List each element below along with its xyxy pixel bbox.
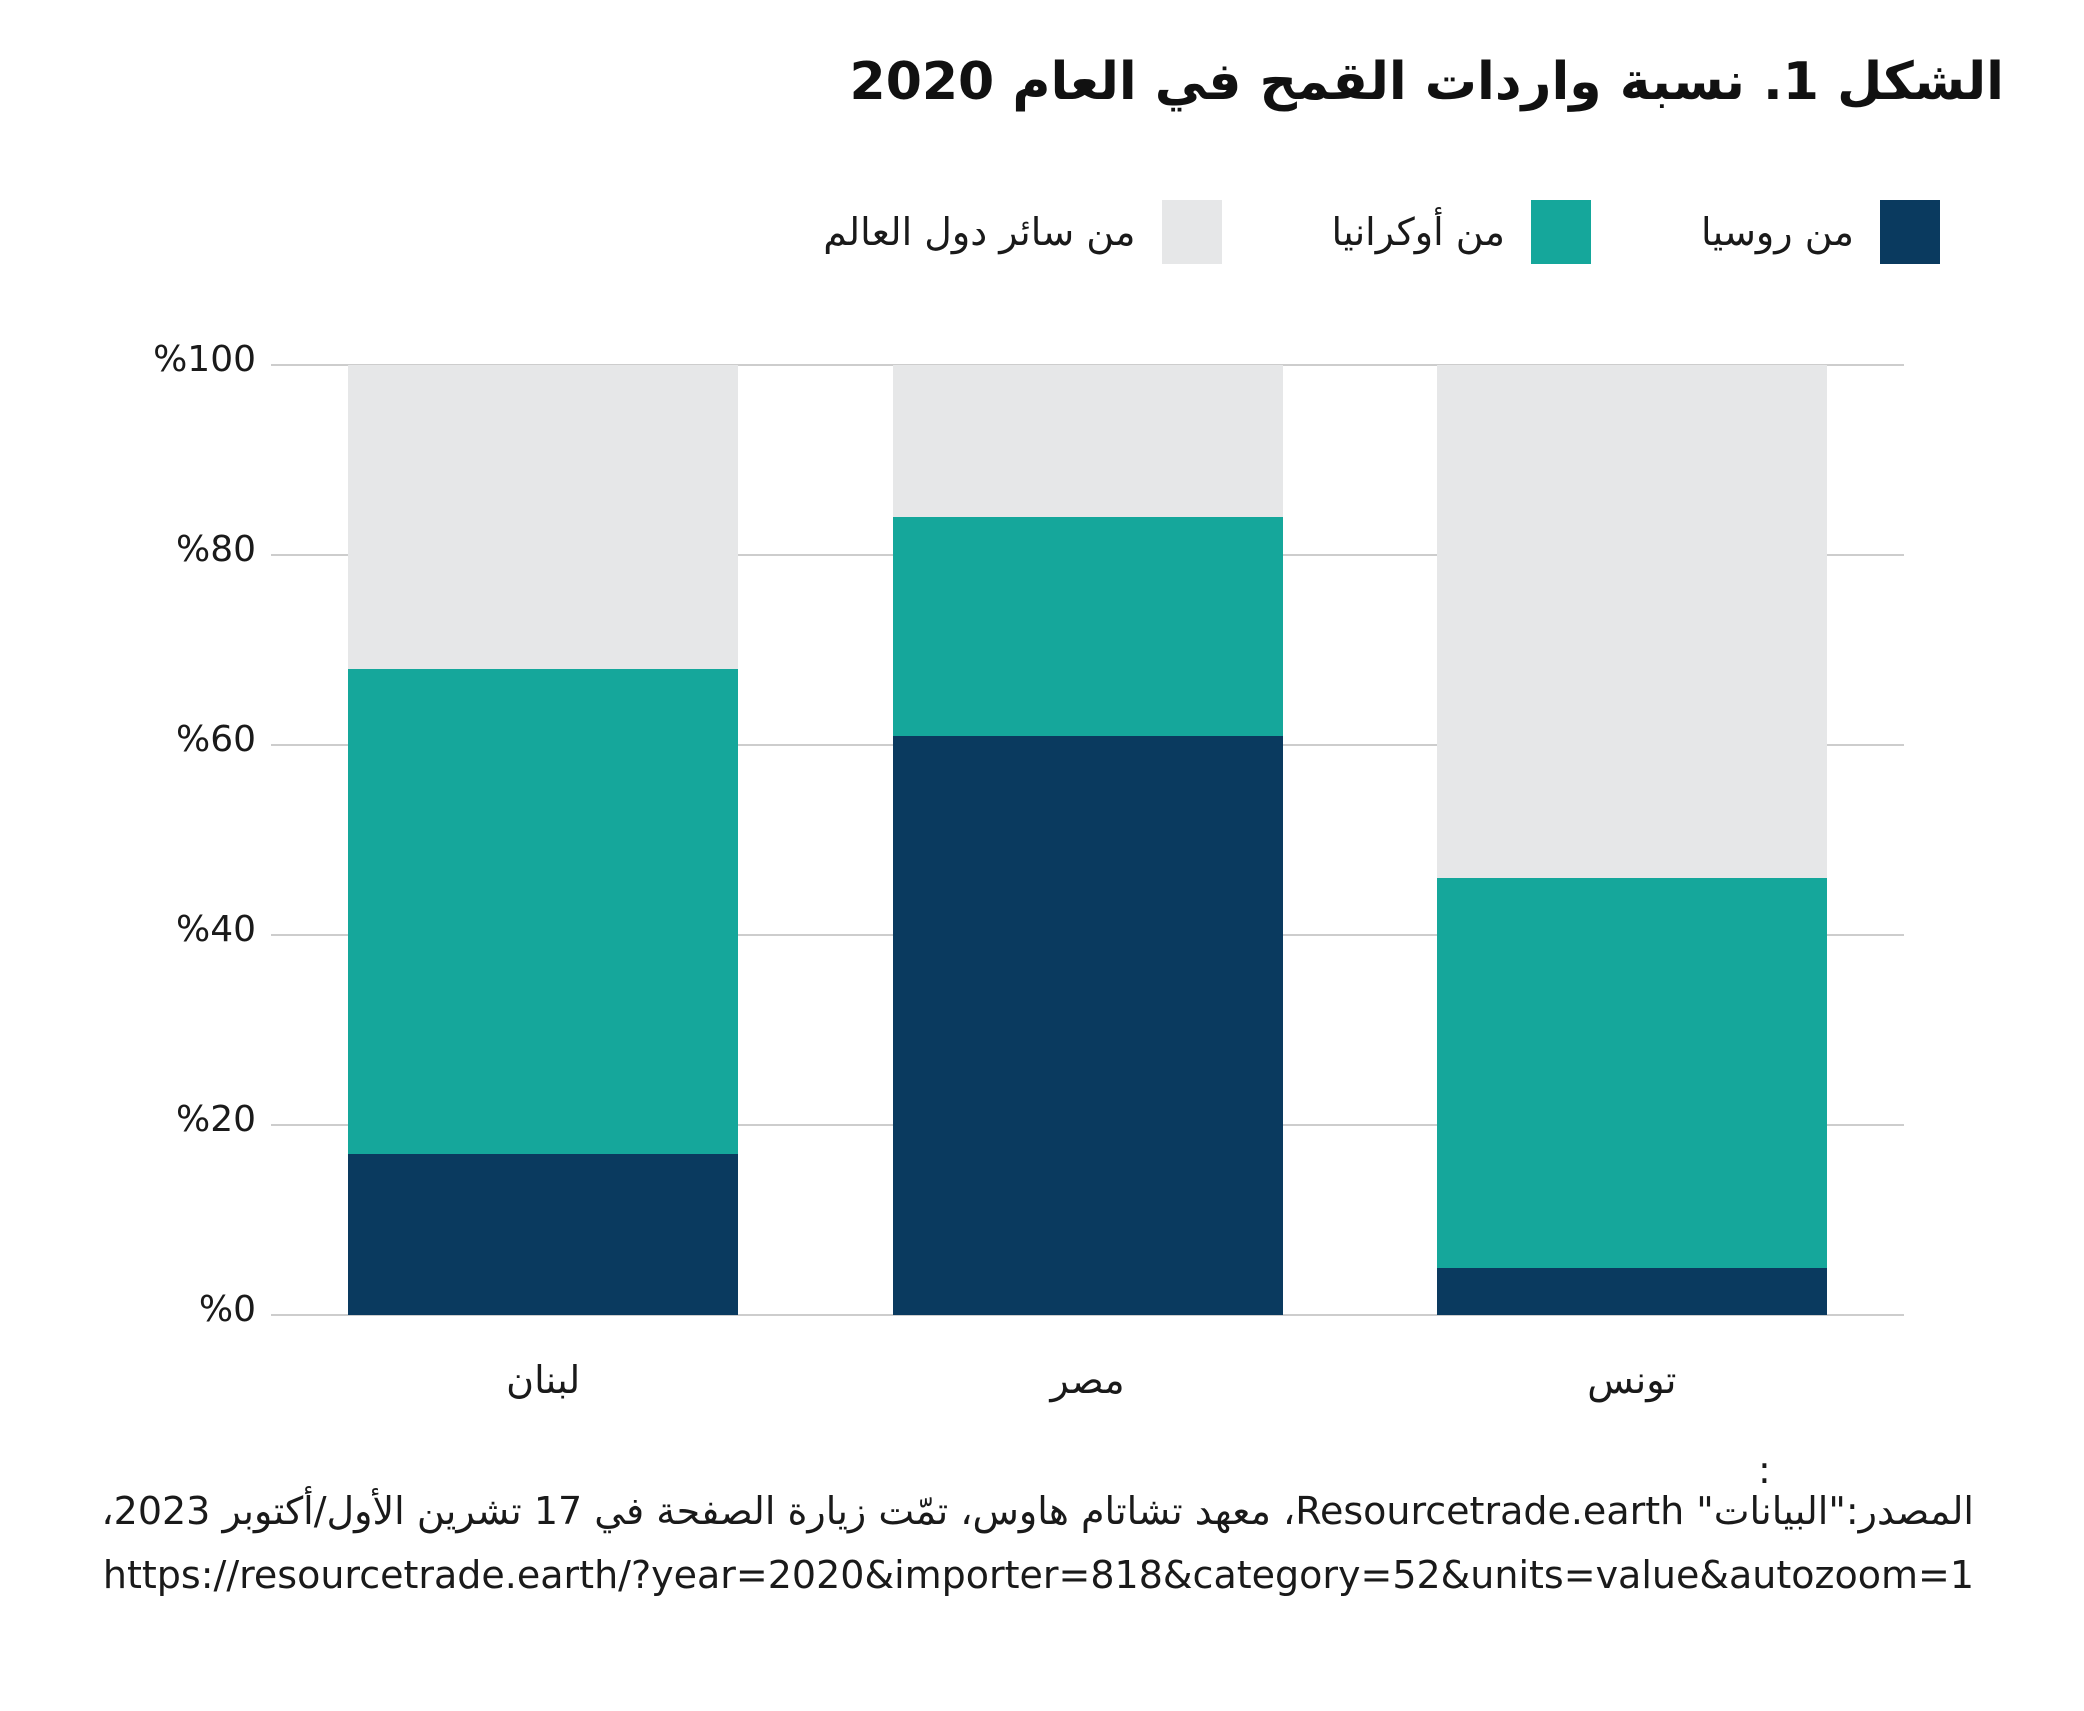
y-axis-tick-label: %40 <box>175 909 256 950</box>
bar-segment <box>892 365 1283 517</box>
x-axis-category-label: تونس <box>1587 1358 1677 1402</box>
legend-item-russia: من روسيا <box>1701 200 1940 264</box>
bar-segment <box>892 735 1283 1315</box>
legend-label-ukraine: من أوكرانيا <box>1331 210 1506 254</box>
legend-swatch-rest-of-world <box>1161 200 1222 264</box>
legend-swatch-russia <box>1880 200 1940 264</box>
gridline-0 <box>271 1314 1904 1316</box>
legend-swatch-ukraine <box>1531 200 1592 264</box>
y-axis-tick-label: %80 <box>175 529 256 570</box>
bar-segment <box>1436 1267 1827 1315</box>
y-axis-tick-label: %100 <box>153 339 256 380</box>
bar-segment <box>1436 365 1827 878</box>
source-url-text: https://resourcetrade.earth/?year=2020&i… <box>102 1552 1974 1597</box>
bar-segment <box>348 365 739 669</box>
source-note: المصدر:"البيانات" Resourcetrade.earth، م… <box>101 1488 1974 1600</box>
plot-area <box>271 364 1904 1316</box>
y-axis-tick-label: %0 <box>198 1289 256 1330</box>
source-url: https://resourcetrade.earth/?year=2020&i… <box>103 1552 1974 1600</box>
legend-item-rest-of-world: من سائر دول العالم <box>823 200 1222 264</box>
bar-3 <box>1436 365 1827 1315</box>
source-text: المصدر:"البيانات" Resourcetrade.earth، م… <box>101 1489 1974 1533</box>
legend-item-ukraine: من أوكرانيا <box>1332 200 1592 264</box>
bar-segment <box>892 517 1283 736</box>
bar-1 <box>348 365 739 1315</box>
x-axis-category-label: لبنان <box>506 1358 581 1402</box>
legend-label-russia: من روسيا <box>1701 210 1854 254</box>
legend-label-rest-of-world: من سائر دول العالم <box>823 210 1136 254</box>
bar-segment <box>1436 878 1827 1268</box>
bar-2 <box>892 365 1283 1315</box>
bar-segment <box>348 669 739 1154</box>
chart-legend: من روسيا من أوكرانيا من سائر دول العالم <box>823 200 1940 264</box>
footnote-colon: : <box>1758 1448 1771 1492</box>
y-axis-tick-label: %60 <box>175 719 256 760</box>
figure-title: الشكل 1. نسبة واردات القمح في العام 2020 <box>849 52 2004 112</box>
bar-segment <box>348 1153 739 1315</box>
x-axis-category-label: مصر <box>1050 1358 1125 1402</box>
y-axis-tick-label: %20 <box>175 1099 256 1140</box>
